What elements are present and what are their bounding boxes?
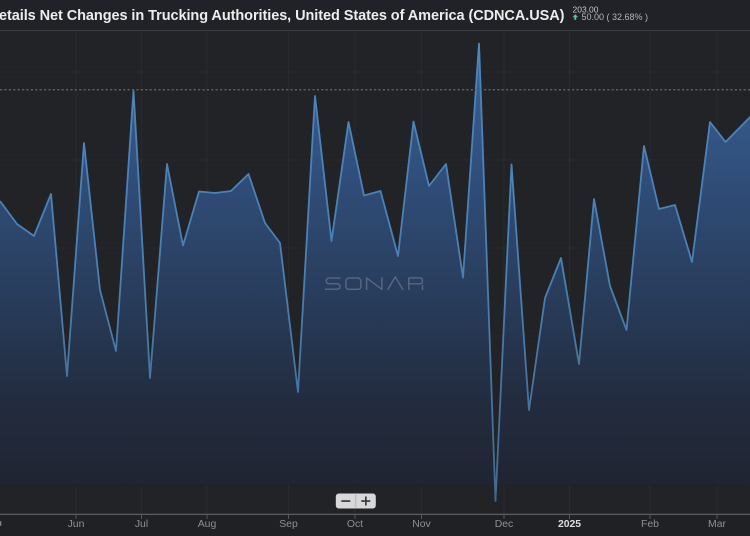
svg-text:2025: 2025 [558,519,581,530]
svg-text:203.00: 203.00 [573,5,599,15]
svg-text:Aug: Aug [198,519,217,530]
svg-text:Jun: Jun [68,519,85,530]
svg-text:50.00 ( 32.68% ): 50.00 ( 32.68% ) [582,12,649,22]
svg-text:Oct: Oct [347,519,363,530]
svg-text:Nov: Nov [412,519,431,530]
svg-text:Sep: Sep [279,519,298,530]
svg-text:etails Net Changes in Trucking: etails Net Changes in Trucking Authoriti… [0,8,565,24]
svg-text:Dec: Dec [495,519,513,530]
svg-text:Mar: Mar [708,519,726,530]
svg-text:Feb: Feb [641,519,659,530]
svg-text:Jul: Jul [135,519,148,530]
